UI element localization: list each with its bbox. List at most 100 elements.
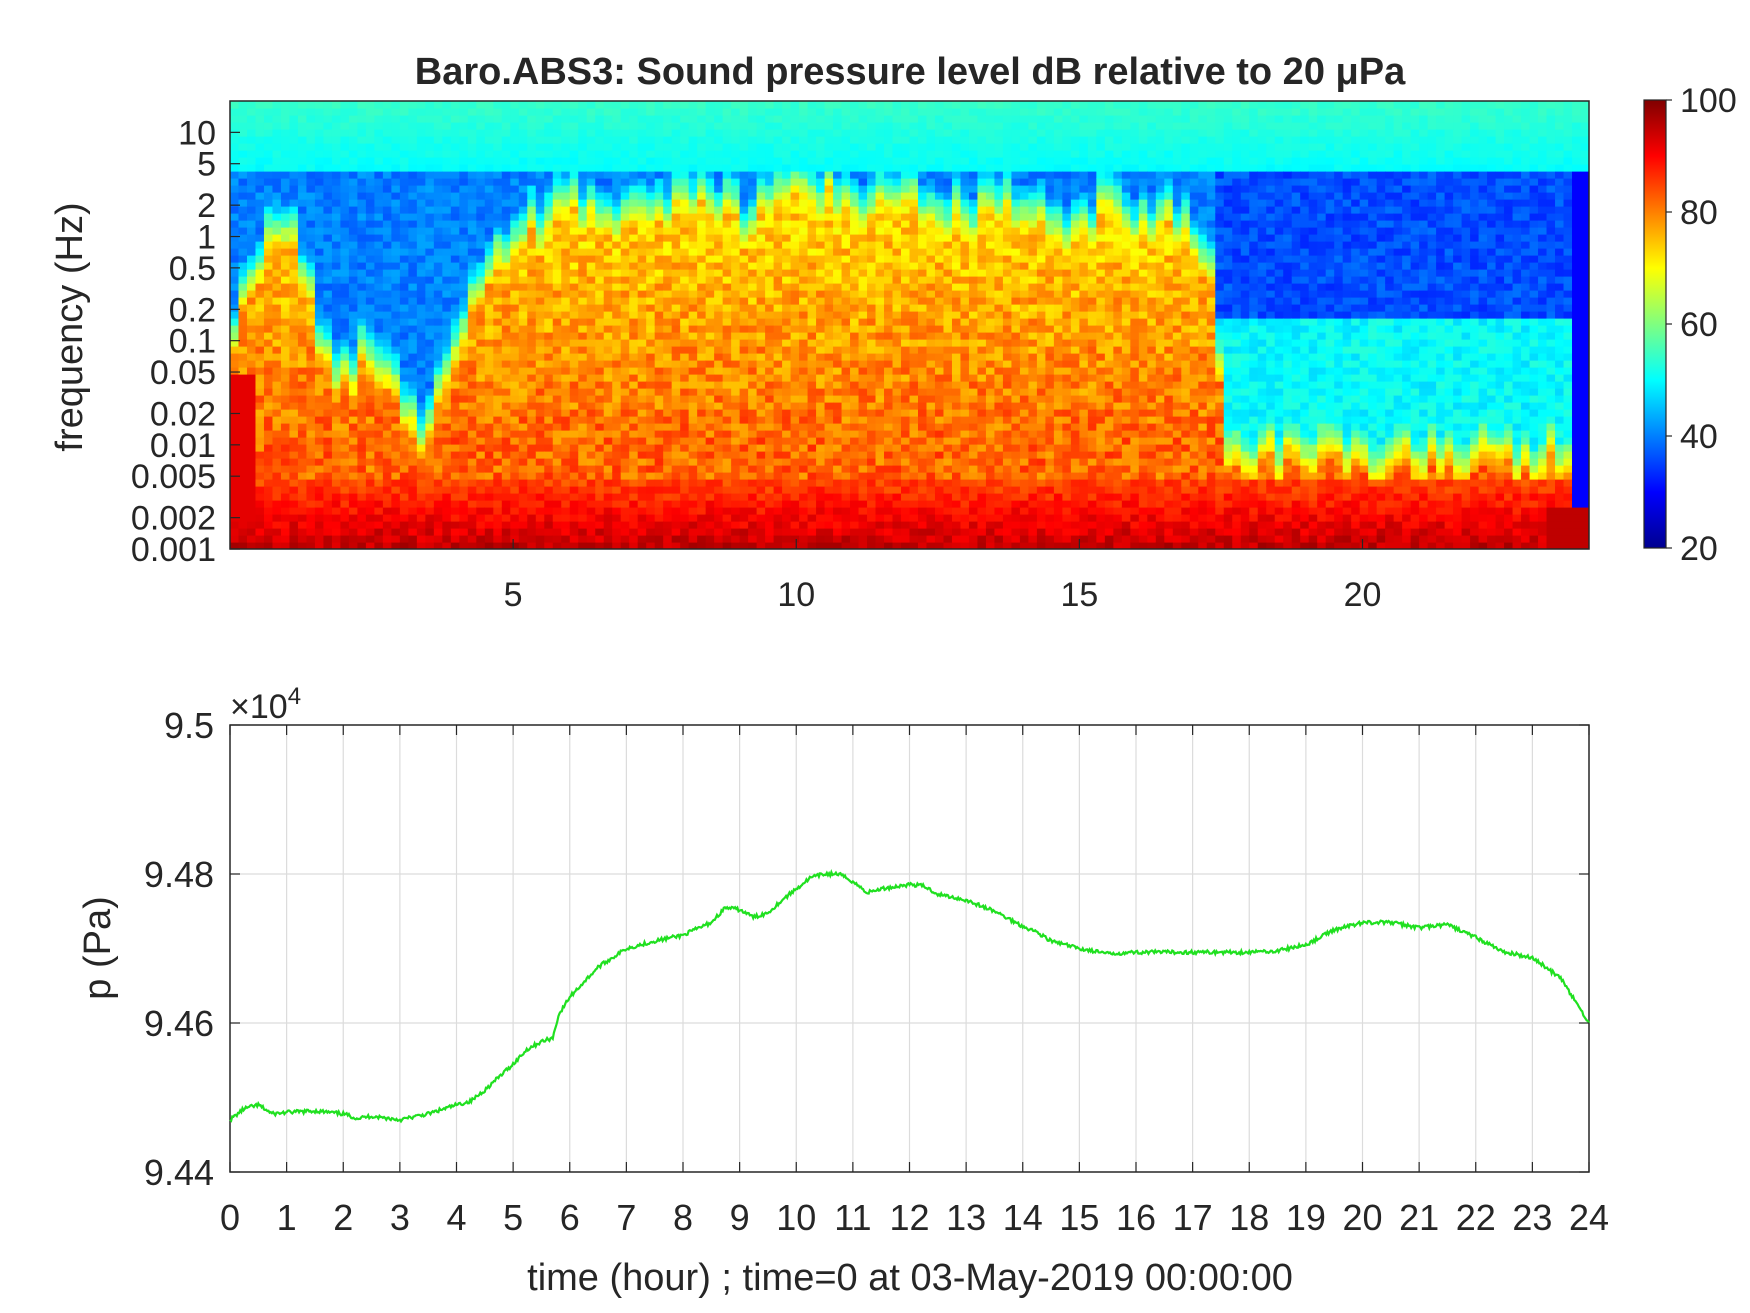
heatmap-cell <box>561 458 571 466</box>
heatmap-cell <box>340 444 350 452</box>
heatmap-cell <box>467 521 477 529</box>
heatmap-cell <box>357 535 367 543</box>
heatmap-cell <box>816 122 826 130</box>
heatmap-cell <box>280 101 291 109</box>
heatmap-cell <box>374 297 384 305</box>
heatmap-cell <box>552 290 562 298</box>
heatmap-cell <box>408 514 418 522</box>
heatmap-cell <box>442 178 452 186</box>
heatmap-cell <box>280 248 291 256</box>
heatmap-cell <box>493 409 503 417</box>
heatmap-cell <box>654 101 664 109</box>
heatmap-cell <box>510 262 520 270</box>
heatmap-cell <box>535 444 545 452</box>
heatmap-cell <box>289 290 299 298</box>
heatmap-cell <box>663 381 673 389</box>
heatmap-cell <box>578 297 588 305</box>
heatmap-cell <box>654 108 664 116</box>
heatmap-cell <box>263 213 274 221</box>
heatmap-cell <box>246 416 257 424</box>
heatmap-cell <box>408 213 418 221</box>
heatmap-cell <box>782 192 792 200</box>
heatmap-cell <box>799 115 809 123</box>
heatmap-cell <box>442 332 452 340</box>
heatmap-cell <box>246 255 257 263</box>
heatmap-cell <box>246 136 257 144</box>
heatmap-cell <box>348 283 358 291</box>
heatmap-cell <box>374 507 384 515</box>
heatmap-cell <box>340 486 350 494</box>
heatmap-cell <box>425 535 435 543</box>
heatmap-cell <box>663 360 673 368</box>
heatmap-cell <box>510 451 520 459</box>
heatmap-cell <box>816 409 826 417</box>
heatmap-cell <box>739 465 749 473</box>
heatmap-cell <box>238 178 248 186</box>
heatmap-cell <box>306 325 316 333</box>
heatmap-cell <box>450 143 460 151</box>
heatmap-cell <box>348 192 358 200</box>
heatmap-cell <box>790 248 800 256</box>
heatmap-cell <box>357 255 367 263</box>
heatmap-cell <box>450 199 460 207</box>
heatmap-cell <box>501 423 511 431</box>
heatmap-cell <box>688 416 698 424</box>
heatmap-cell <box>867 374 877 382</box>
heatmap-cell <box>246 423 257 431</box>
heatmap-cell <box>484 451 494 459</box>
heatmap-cell <box>331 101 342 109</box>
heatmap-cell <box>348 164 358 172</box>
heatmap-cell <box>858 136 868 144</box>
heatmap-cell <box>476 479 486 487</box>
heatmap-cell <box>561 395 571 403</box>
heatmap-cell <box>433 255 443 263</box>
heatmap-cell <box>501 360 511 368</box>
heatmap-cell <box>314 339 325 347</box>
heatmap-cell <box>858 199 868 207</box>
heatmap-cell <box>629 115 639 123</box>
heatmap-cell <box>510 458 520 466</box>
heatmap-cell <box>680 458 690 466</box>
heatmap-cell <box>722 486 732 494</box>
heatmap-cell <box>569 437 579 445</box>
heatmap-cell <box>833 472 843 480</box>
heatmap-cell <box>391 388 401 396</box>
heatmap-cell <box>824 521 834 529</box>
heatmap-cell <box>323 136 333 144</box>
heatmap-cell <box>561 269 571 277</box>
heatmap-cell <box>731 535 741 543</box>
heatmap-cell <box>314 276 325 284</box>
heatmap-cell <box>756 360 766 368</box>
heatmap-cell <box>612 269 622 277</box>
heatmap-cell <box>433 129 443 137</box>
heatmap-cell <box>875 157 885 165</box>
heatmap-cell <box>552 262 562 270</box>
heatmap-cell <box>289 339 299 347</box>
heatmap-cell <box>459 157 469 165</box>
heatmap-cell <box>807 276 817 284</box>
heatmap-cell <box>680 199 690 207</box>
heatmap-cell <box>416 416 426 424</box>
heatmap-cell <box>408 528 418 536</box>
heatmap-cell <box>484 199 494 207</box>
heatmap-cell <box>569 493 579 501</box>
heatmap-cell <box>714 101 724 109</box>
heatmap-cell <box>314 241 325 249</box>
heatmap-cell <box>833 122 843 130</box>
heatmap-cell <box>858 465 868 473</box>
heatmap-cell <box>467 430 477 438</box>
heatmap-cell <box>714 157 724 165</box>
heatmap-cell <box>255 521 265 529</box>
heatmap-cell <box>459 283 469 291</box>
heatmap-cell <box>518 297 528 305</box>
heatmap-cell <box>561 465 571 473</box>
heatmap-cell <box>255 458 265 466</box>
heatmap-cell <box>799 381 809 389</box>
heatmap-cell <box>467 269 477 277</box>
heatmap-cell <box>697 311 707 319</box>
heatmap-cell <box>544 136 554 144</box>
heatmap-cell <box>476 542 486 549</box>
heatmap-cell <box>467 479 477 487</box>
heatmap-cell <box>663 514 673 522</box>
heatmap-cell <box>425 311 435 319</box>
